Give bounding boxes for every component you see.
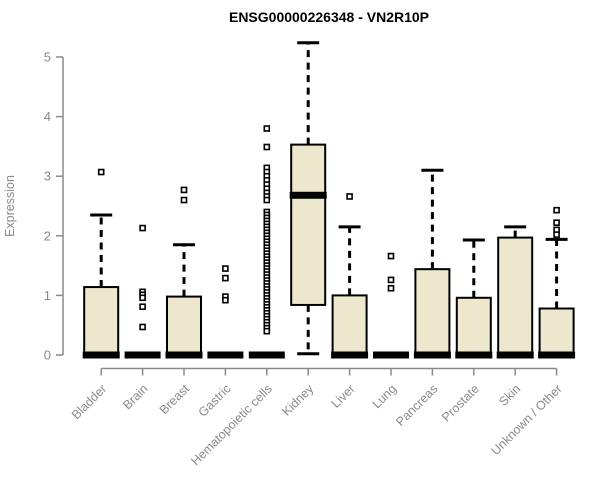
x-tick-label: Pancreas: [393, 382, 440, 429]
box-group-liver: [331, 193, 369, 359]
outlier-point: [263, 143, 271, 151]
outlier-point: [139, 224, 146, 232]
outlier-point: [139, 294, 146, 302]
median-bar: [496, 351, 534, 359]
box-group-breast: [165, 186, 203, 359]
box-group-skin: [496, 225, 534, 359]
outlier-point: [553, 219, 560, 226]
box-group-brain: [124, 224, 161, 359]
box-group-hematopoietic-cells: [248, 125, 285, 359]
x-tick-label: Lung: [370, 382, 400, 412]
x-tick-label: Breast: [157, 381, 193, 417]
median-bar: [331, 351, 369, 359]
outlier-point: [387, 284, 395, 292]
outlier-point: [263, 196, 271, 204]
box-group-prostate: [455, 238, 493, 359]
x-tick-label: Gastric: [196, 382, 234, 420]
outlier-point: [97, 168, 105, 176]
box-rect: [538, 307, 575, 356]
outlier-point: [387, 276, 395, 284]
x-tick-label: Prostate: [439, 382, 482, 425]
y-tick-label: 3: [44, 169, 51, 184]
box-group-pancreas: [413, 168, 451, 359]
outlier-point: [263, 327, 271, 335]
box-rect: [290, 143, 327, 306]
median-bar: [165, 351, 203, 359]
chart-title: ENSG00000226348 - VN2R10P: [229, 9, 429, 25]
box-rect: [455, 296, 492, 356]
box-group-bladder: [82, 168, 120, 359]
median-bar: [82, 351, 120, 359]
flat-box-bar: [248, 351, 285, 359]
box-rect: [331, 294, 368, 356]
y-tick-label: 4: [44, 109, 51, 124]
outlier-point: [180, 186, 188, 194]
y-tick-label: 2: [44, 228, 51, 243]
flat-box-bar: [207, 351, 244, 359]
median-bar: [455, 351, 493, 359]
median-bar: [413, 351, 451, 359]
x-tick-label: Unknown / Other: [488, 382, 564, 458]
outlier-point: [387, 252, 395, 260]
flat-box-bar: [373, 351, 409, 359]
median-bar: [538, 351, 576, 359]
y-axis: 0 1 2 3 4 5: [44, 50, 64, 363]
box-rect: [414, 268, 451, 356]
x-tick-label: Skin: [496, 382, 523, 409]
x-tick-label: Bladder: [69, 382, 109, 422]
box-group-lung: [373, 252, 409, 359]
outlier-point: [222, 274, 229, 282]
outlier-point: [222, 296, 229, 304]
outlier-point: [263, 125, 271, 132]
outlier-point: [346, 193, 353, 200]
y-tick-label: 5: [44, 50, 51, 65]
x-tick-label: Hematopoietic cells: [188, 382, 275, 469]
x-tick-label: Kidney: [279, 381, 316, 418]
x-tick-label: Brain: [120, 382, 151, 413]
box-rect: [497, 236, 534, 356]
outlier-point: [180, 196, 188, 204]
box-rect: [166, 295, 202, 357]
plot-area: 0 1 2 3 4 5 Bladder Brain Breast GastricHematopoi…: [44, 41, 576, 469]
box-rect: [83, 286, 120, 356]
outlier-point: [553, 231, 560, 238]
outlier-point: [222, 265, 229, 272]
box-group-gastric: [207, 265, 244, 359]
outlier-point: [553, 206, 560, 214]
outlier-point: [139, 303, 146, 311]
outlier-point: [139, 323, 146, 331]
y-axis-title: Expression: [3, 175, 17, 237]
median-bar: [289, 191, 327, 199]
box-group-unknown-other: [538, 206, 576, 359]
box-group-kidney: [289, 41, 327, 356]
flat-box-bar: [124, 351, 161, 359]
y-tick-label: 0: [44, 348, 51, 363]
y-tick-label: 1: [44, 288, 51, 303]
x-tick-label: Liver: [329, 382, 358, 411]
